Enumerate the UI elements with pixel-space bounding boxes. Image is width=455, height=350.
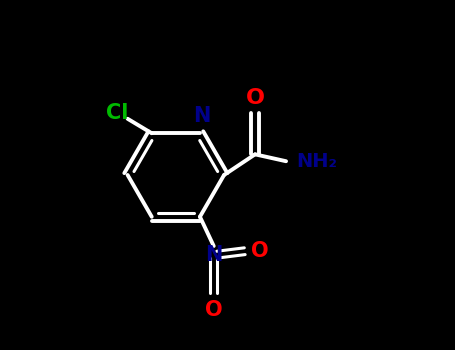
Text: NH₂: NH₂ — [296, 152, 338, 171]
Text: N: N — [193, 106, 210, 126]
Text: O: O — [251, 241, 268, 261]
Text: O: O — [246, 88, 264, 108]
Text: O: O — [205, 300, 222, 320]
Text: N: N — [205, 245, 222, 265]
Text: Cl: Cl — [106, 103, 128, 122]
